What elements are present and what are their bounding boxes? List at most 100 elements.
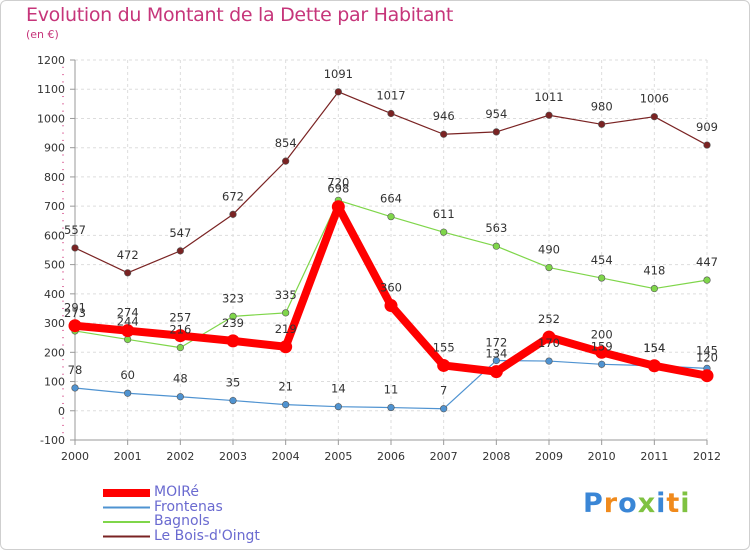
data-point: [282, 401, 290, 409]
x-tick-label: 2006: [377, 450, 405, 463]
data-point: [440, 405, 448, 413]
data-label: 698: [327, 182, 349, 196]
data-label: 252: [538, 312, 560, 326]
data-point: [703, 141, 711, 149]
data-label: 239: [222, 316, 244, 330]
data-label: 154: [643, 341, 665, 355]
chart-unit: (en €): [26, 28, 59, 41]
data-label: 273: [64, 306, 86, 320]
data-point: [229, 396, 237, 405]
logo-letter: i: [656, 488, 667, 519]
data-label: 219: [275, 322, 297, 336]
data-point: [387, 213, 395, 221]
x-tick-label: 2005: [324, 450, 352, 463]
y-tick-label: 1200: [37, 54, 65, 67]
data-label: 14: [331, 382, 346, 396]
data-label: 360: [380, 281, 402, 295]
legend-label: Le Bois-d'Oingt: [154, 527, 260, 544]
data-point: [229, 312, 237, 320]
data-label: 720: [327, 175, 349, 189]
x-tick-label: 2011: [640, 450, 668, 463]
data-point: [542, 330, 556, 344]
data-point: [68, 319, 82, 333]
logo-letter: x: [637, 488, 657, 519]
data-point: [595, 345, 609, 359]
logo-letter: i: [680, 488, 691, 519]
data-point: [598, 360, 606, 368]
data-label: 980: [591, 99, 613, 113]
data-point: [176, 344, 184, 352]
x-tick-label: 2002: [166, 450, 194, 463]
data-point: [489, 365, 503, 379]
data-label: 1017: [376, 88, 405, 102]
data-point: [279, 340, 293, 354]
data-point: [387, 403, 395, 412]
data-label: 244: [117, 314, 139, 328]
y-tick-label: 100: [44, 376, 65, 389]
y-tick-label: 400: [44, 288, 65, 301]
data-point: [650, 284, 658, 293]
data-label: 611: [433, 207, 455, 221]
data-label: 257: [169, 311, 191, 325]
data-point: [440, 228, 448, 236]
data-label: 216: [169, 323, 191, 337]
data-point: [703, 276, 711, 284]
x-tick-label: 2007: [430, 450, 458, 463]
logo-letter: P: [583, 488, 604, 519]
data-label: 200: [591, 327, 613, 341]
data-point: [492, 128, 500, 136]
data-point: [650, 113, 658, 121]
data-label: 323: [222, 291, 244, 305]
data-point: [384, 299, 398, 313]
y-tick-label: 500: [44, 259, 65, 272]
y-tick-label: 700: [44, 200, 65, 213]
x-tick-label: 2008: [482, 450, 510, 463]
y-tick-label: 200: [44, 346, 65, 359]
data-point: [545, 111, 553, 119]
data-point: [700, 369, 714, 383]
data-point: [387, 109, 395, 118]
data-point: [226, 334, 240, 348]
y-tick-label: 0: [58, 405, 65, 418]
data-label: 60: [120, 368, 135, 382]
logo-letter: t: [666, 488, 681, 519]
logo-letter: o: [618, 488, 638, 519]
data-point: [545, 263, 553, 272]
data-point: [121, 324, 135, 338]
data-label: 418: [643, 264, 665, 278]
data-label: 557: [64, 223, 86, 237]
data-label: 172: [485, 335, 507, 349]
data-label: 35: [226, 376, 241, 390]
data-point: [124, 389, 132, 397]
data-label: 145: [696, 343, 718, 357]
x-tick-label: 2004: [272, 450, 300, 463]
data-point: [598, 274, 606, 282]
data-label: 563: [485, 221, 507, 235]
data-point: [176, 247, 184, 255]
data-label: 134: [485, 347, 507, 361]
data-point: [334, 88, 342, 96]
data-label: 11: [384, 383, 399, 397]
y-tick-label: 900: [44, 142, 65, 155]
data-point: [124, 269, 132, 277]
data-label: 7: [440, 384, 447, 398]
y-tick-label: 1100: [37, 83, 65, 96]
data-label: 291: [64, 301, 86, 315]
data-label: 664: [380, 192, 402, 206]
x-tick-label: 2009: [535, 450, 563, 463]
data-label: 490: [538, 243, 560, 257]
data-label: 21: [278, 380, 293, 394]
data-label: 454: [591, 253, 613, 267]
data-label: 155: [433, 340, 455, 354]
data-label: 946: [433, 109, 455, 123]
data-point: [437, 358, 451, 372]
data-point: [334, 403, 342, 411]
data-label: 335: [275, 288, 297, 302]
legend-label: Frontenas: [154, 498, 223, 515]
legend-label: MOIRé: [154, 484, 199, 500]
x-tick-label: 2000: [61, 450, 89, 463]
data-point: [176, 393, 184, 401]
data-point: [331, 200, 345, 214]
data-label: 472: [117, 248, 139, 262]
